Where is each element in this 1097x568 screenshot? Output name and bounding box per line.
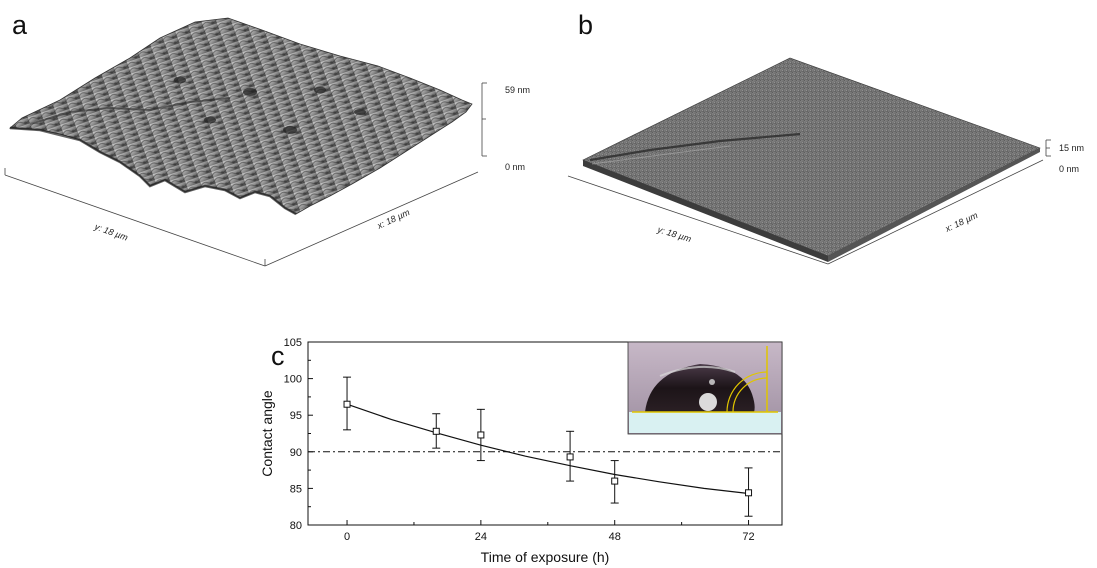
y-tick-label: 95 [290, 410, 302, 422]
y-axis-ticks: 80 85 90 95 100 105 [284, 337, 313, 532]
afm-b-z-max: 15 nm [1059, 143, 1084, 153]
x-tick-label: 24 [475, 531, 487, 543]
panel-letter-a: a [12, 10, 28, 40]
y-tick-label: 85 [290, 483, 302, 495]
afm-b-z-min: 0 nm [1059, 164, 1079, 174]
data-point [744, 467, 753, 517]
square-marker [745, 489, 753, 497]
square-marker [611, 477, 619, 485]
fit-curve [346, 403, 749, 495]
data-point [566, 430, 575, 482]
data-point [476, 408, 485, 462]
panel-letter-b: b [578, 10, 594, 40]
afm-a-z-max: 59 nm [505, 85, 530, 95]
data-point [610, 460, 619, 504]
y-tick-label: 90 [290, 447, 302, 459]
data-point [343, 376, 352, 431]
square-marker [566, 453, 574, 461]
square-marker [343, 400, 351, 408]
afm-panel-a: 59 nm 0 nm y: 18 µm x: 18 µm [4, 17, 530, 267]
x-tick-label: 48 [609, 531, 621, 543]
data-points [343, 376, 753, 517]
square-marker [477, 431, 485, 439]
y-tick-label: 100 [284, 374, 302, 386]
afm-a-z-min: 0 nm [505, 162, 525, 172]
y-axis-title: Contact angle [259, 390, 275, 477]
x-tick-label: 0 [344, 531, 350, 543]
afm-panel-b: 15 nm 0 nm y: 18 µm x: 18 µm [567, 57, 1084, 265]
y-tick-label: 80 [290, 520, 302, 532]
square-marker [432, 427, 440, 435]
afm-b-y-axis-label: y: 18 µm [655, 224, 693, 244]
afm-b-x-axis-label: x: 18 µm [943, 210, 980, 234]
x-axis-title: Time of exposure (h) [481, 549, 610, 565]
afm-a-y-axis-label: y: 18 µm [92, 221, 129, 243]
panel-letter-c: c [271, 341, 285, 371]
x-tick-label: 72 [742, 531, 754, 543]
afm-surface-a [8, 17, 473, 215]
data-point [432, 413, 441, 449]
contact-angle-chart: 80 85 90 95 100 105 0 24 48 72 Time of exposure … [259, 337, 783, 565]
y-tick-label: 105 [284, 337, 302, 349]
x-axis-ticks: 0 24 48 72 [344, 520, 755, 543]
water-droplet-photo-inset [627, 341, 783, 435]
afm-surface-b [582, 57, 1041, 257]
afm-a-x-axis-label: x: 18 µm [375, 207, 412, 231]
